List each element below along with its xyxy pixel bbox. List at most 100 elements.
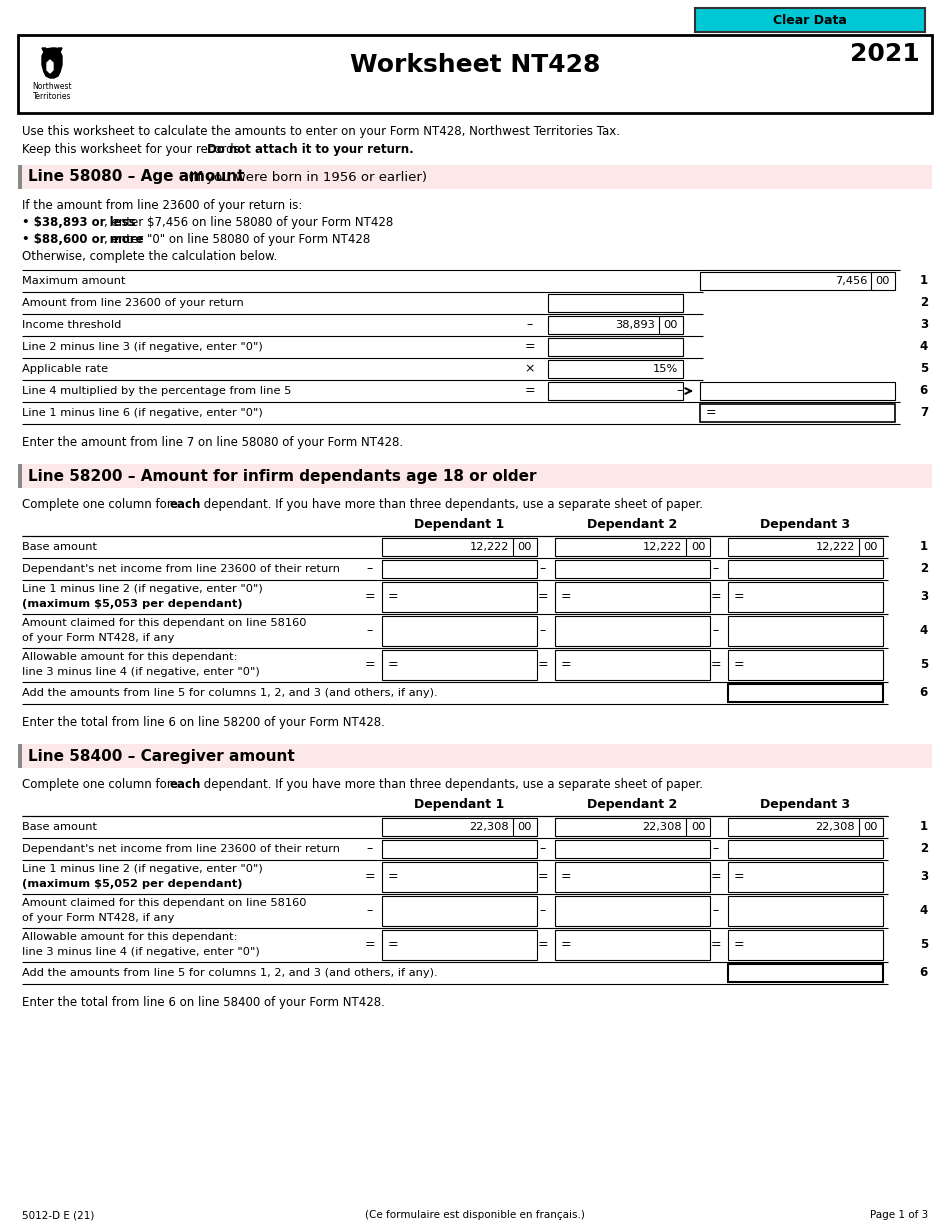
Text: Line 58200 – Amount for infirm dependants age 18 or older: Line 58200 – Amount for infirm dependant… — [28, 469, 537, 483]
Bar — [555, 895, 710, 926]
Text: Do not attach it to your return.: Do not attach it to your return. — [207, 143, 414, 156]
Text: =: = — [388, 590, 399, 604]
Bar — [18, 464, 22, 488]
Text: of your Form NT428, if any: of your Form NT428, if any — [22, 914, 175, 924]
Bar — [382, 538, 537, 556]
Text: Worksheet NT428: Worksheet NT428 — [350, 53, 600, 77]
Bar — [555, 818, 710, 836]
Bar — [555, 538, 710, 556]
Text: 3: 3 — [920, 871, 928, 883]
Text: line 3 minus line 4 (if negative, enter "0"): line 3 minus line 4 (if negative, enter … — [22, 668, 259, 678]
Bar — [728, 964, 883, 982]
Text: 3: 3 — [920, 319, 928, 332]
Text: 00: 00 — [864, 542, 878, 552]
Text: 00: 00 — [664, 320, 678, 330]
Text: Dependant 3: Dependant 3 — [760, 798, 850, 811]
Bar — [695, 9, 925, 32]
Bar — [18, 744, 932, 768]
Text: (if you were born in 1956 or earlier): (if you were born in 1956 or earlier) — [184, 171, 428, 183]
Text: 7: 7 — [920, 406, 928, 419]
Text: 2021: 2021 — [850, 42, 920, 66]
Polygon shape — [47, 60, 53, 73]
Text: 5: 5 — [920, 363, 928, 375]
Text: 22,308: 22,308 — [642, 822, 682, 831]
Text: Complete one column for: Complete one column for — [22, 498, 176, 510]
Text: =: = — [711, 871, 721, 883]
Bar — [728, 895, 883, 926]
Text: –: – — [712, 843, 719, 856]
Text: 3: 3 — [920, 590, 928, 604]
Text: Line 4 multiplied by the percentage from line 5: Line 4 multiplied by the percentage from… — [22, 386, 292, 396]
Text: –: – — [540, 562, 546, 576]
Text: 12,222: 12,222 — [469, 542, 509, 552]
Text: =: = — [561, 658, 572, 672]
Text: each: each — [170, 498, 201, 510]
Text: • $38,893 or less: • $38,893 or less — [22, 216, 136, 229]
Text: Dependant 1: Dependant 1 — [414, 518, 504, 531]
Bar — [18, 165, 22, 189]
Text: Add the amounts from line 5 for columns 1, 2, and 3 (and others, if any).: Add the amounts from line 5 for columns … — [22, 688, 438, 697]
Text: Base amount: Base amount — [22, 822, 97, 831]
Text: –: – — [527, 319, 533, 332]
Text: =: = — [711, 590, 721, 604]
Text: , enter $7,456 on line 58080 of your Form NT428: , enter $7,456 on line 58080 of your For… — [104, 216, 393, 229]
Bar — [728, 560, 883, 578]
Polygon shape — [42, 48, 46, 52]
Text: Line 1 minus line 2 (if negative, enter "0"): Line 1 minus line 2 (if negative, enter … — [22, 583, 263, 594]
Text: Enter the amount from line 7 on line 58080 of your Form NT428.: Enter the amount from line 7 on line 580… — [22, 435, 403, 449]
Bar — [382, 560, 537, 578]
Text: Line 1 minus line 6 (if negative, enter "0"): Line 1 minus line 6 (if negative, enter … — [22, 408, 263, 418]
Text: Page 1 of 3: Page 1 of 3 — [870, 1210, 928, 1220]
Text: =: = — [734, 590, 745, 604]
Text: Line 58080 – Age amount: Line 58080 – Age amount — [28, 170, 244, 184]
Bar — [548, 294, 683, 312]
Bar — [548, 360, 683, 378]
Text: =: = — [388, 871, 399, 883]
Bar — [728, 582, 883, 613]
Text: Add the amounts from line 5 for columns 1, 2, and 3 (and others, if any).: Add the amounts from line 5 for columns … — [22, 968, 438, 978]
Bar — [728, 684, 883, 702]
Text: –: – — [367, 625, 373, 637]
Text: Use this worksheet to calculate the amounts to enter on your Form NT428, Northwe: Use this worksheet to calculate the amou… — [22, 125, 620, 138]
Text: Dependant 2: Dependant 2 — [587, 798, 677, 811]
Text: Keep this worksheet for your records.: Keep this worksheet for your records. — [22, 143, 247, 156]
Bar — [555, 862, 710, 892]
Text: Dependant 2: Dependant 2 — [587, 518, 677, 531]
Text: =: = — [561, 871, 572, 883]
Bar — [555, 840, 710, 859]
Text: –: – — [367, 843, 373, 856]
Text: =: = — [365, 590, 375, 604]
Text: =: = — [365, 658, 375, 672]
Text: 12,222: 12,222 — [816, 542, 855, 552]
Text: =: = — [706, 406, 716, 419]
Bar — [728, 616, 883, 646]
Text: 2: 2 — [920, 296, 928, 310]
Bar — [382, 649, 537, 680]
Text: Clear Data: Clear Data — [773, 14, 847, 27]
Text: Amount claimed for this dependant on line 58160: Amount claimed for this dependant on lin… — [22, 617, 307, 627]
Text: 00: 00 — [691, 542, 705, 552]
Text: 1: 1 — [920, 540, 928, 554]
Text: Applicable rate: Applicable rate — [22, 364, 108, 374]
Text: 4: 4 — [920, 904, 928, 918]
Text: Amount from line 23600 of your return: Amount from line 23600 of your return — [22, 298, 244, 308]
Text: Dependant 3: Dependant 3 — [760, 518, 850, 531]
Polygon shape — [42, 48, 62, 77]
Text: dependant. If you have more than three dependants, use a separate sheet of paper: dependant. If you have more than three d… — [200, 779, 703, 791]
Bar — [555, 560, 710, 578]
Text: 1: 1 — [920, 274, 928, 288]
Text: (maximum $5,052 per dependant): (maximum $5,052 per dependant) — [22, 879, 242, 889]
Text: =: = — [365, 938, 375, 952]
Text: =: = — [538, 658, 548, 672]
Text: 5: 5 — [920, 658, 928, 672]
Text: Northwest
Territories: Northwest Territories — [32, 82, 72, 101]
Text: Line 58400 – Caregiver amount: Line 58400 – Caregiver amount — [28, 749, 294, 764]
Text: 00: 00 — [691, 822, 705, 831]
Bar — [555, 616, 710, 646]
Text: =: = — [524, 385, 535, 397]
Text: –: – — [540, 843, 546, 856]
Bar — [28, 42, 96, 105]
Text: dependant. If you have more than three dependants, use a separate sheet of paper: dependant. If you have more than three d… — [200, 498, 703, 510]
Bar — [382, 840, 537, 859]
Text: (Ce formulaire est disponible en français.): (Ce formulaire est disponible en françai… — [365, 1210, 585, 1220]
